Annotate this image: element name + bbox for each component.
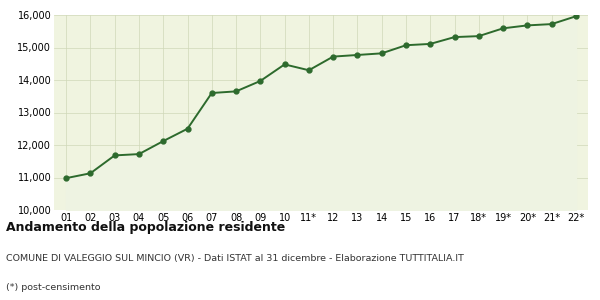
Text: (*) post-censimento: (*) post-censimento bbox=[6, 284, 101, 292]
Text: Andamento della popolazione residente: Andamento della popolazione residente bbox=[6, 220, 285, 233]
Text: COMUNE DI VALEGGIO SUL MINCIO (VR) - Dati ISTAT al 31 dicembre - Elaborazione TU: COMUNE DI VALEGGIO SUL MINCIO (VR) - Dat… bbox=[6, 254, 464, 262]
